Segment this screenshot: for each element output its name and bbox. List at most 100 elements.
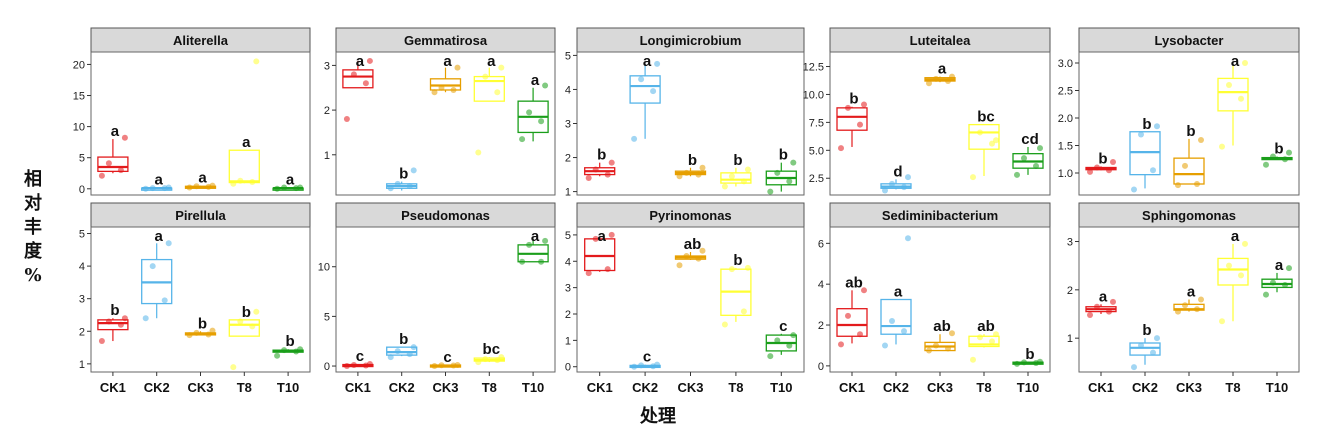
data-point	[933, 75, 939, 82]
x-tick-label: CK3	[187, 380, 213, 395]
data-point	[249, 323, 256, 330]
significance-letter: b	[110, 302, 119, 319]
data-point	[838, 145, 844, 152]
box-iqr	[880, 298, 912, 335]
y-tick-label: 5	[565, 230, 571, 242]
x-tick-label: CK2	[144, 380, 170, 395]
x-tick-label: T8	[237, 380, 252, 395]
x-tick-label: CK3	[927, 380, 953, 395]
significance-letter: b	[1186, 123, 1195, 140]
y-tick-label: 5	[324, 311, 330, 323]
significance-letter: c	[356, 348, 364, 365]
data-point	[1282, 156, 1288, 163]
data-point	[767, 188, 774, 195]
significance-letter: a	[1231, 53, 1240, 70]
data-point	[857, 331, 863, 338]
x-tick-label: CK1	[839, 380, 865, 395]
data-point	[790, 332, 797, 339]
data-point	[387, 354, 394, 361]
data-point	[1282, 282, 1288, 288]
y-tick-label: 2	[324, 105, 330, 117]
data-point	[121, 315, 128, 322]
data-point	[1110, 159, 1116, 165]
data-point	[209, 327, 216, 334]
data-point	[1131, 364, 1137, 371]
data-point	[1219, 318, 1225, 325]
data-point	[993, 137, 999, 144]
data-point	[905, 235, 911, 242]
boxplot-ck2: a	[880, 235, 912, 349]
boxplot-ck3: a	[184, 170, 217, 191]
boxplot-t10: b	[1012, 346, 1044, 367]
data-point	[676, 262, 683, 269]
box-iqr	[1173, 157, 1205, 185]
data-point	[450, 86, 457, 93]
y-tick-label: 3	[79, 294, 85, 306]
y-tick-label: 1	[565, 335, 571, 347]
data-point	[482, 73, 489, 80]
y-tick-label: 1	[324, 150, 330, 162]
data-point	[538, 258, 545, 265]
facet-title: Pseudomonas	[401, 208, 490, 223]
boxplot-ck1: b	[836, 91, 868, 152]
data-point	[608, 159, 615, 166]
data-point	[683, 253, 690, 259]
data-point	[585, 174, 592, 181]
data-point	[604, 266, 611, 273]
box-iqr	[429, 78, 462, 91]
data-point	[889, 180, 895, 187]
x-tick-label: T10	[522, 380, 544, 395]
facet-panel: Pyrinomonas 0 1 2 3 4 5 a CK1 c CK2 ab CK3 b T8 c T10	[565, 202, 805, 395]
y-tick-label: 5	[79, 229, 85, 241]
data-point	[838, 341, 844, 348]
data-point	[1150, 167, 1156, 174]
facet-strip	[90, 202, 311, 228]
data-point	[774, 169, 781, 176]
facet-panel: Pirellula 1 2 3 4 5 b CK1 a CK2 b CK3 b T8 b T10	[79, 202, 311, 395]
data-point	[1154, 123, 1160, 130]
data-point	[654, 60, 661, 67]
significance-letter: b	[597, 147, 606, 164]
y-axis-title-char: 丰	[24, 217, 42, 238]
data-point	[1219, 143, 1225, 150]
facet-title: Lysobacter	[1155, 33, 1224, 48]
data-point	[186, 332, 193, 339]
significance-letter: a	[1231, 228, 1240, 245]
y-tick-label: 3	[565, 283, 571, 295]
data-point	[249, 178, 256, 185]
box-iqr	[720, 172, 752, 184]
facet-panel: Longimicrobium 1 2 3 4 5 b a b b b	[565, 27, 805, 199]
data-point	[498, 354, 505, 361]
data-point	[394, 348, 401, 355]
data-point	[387, 185, 394, 192]
boxplot-ck3: ab	[924, 318, 956, 354]
significance-letter: ab	[684, 236, 702, 253]
significance-letter: b	[733, 152, 742, 169]
data-point	[362, 80, 369, 87]
y-tick-label: 0	[818, 361, 824, 373]
x-tick-label: T10	[770, 380, 792, 395]
data-point	[970, 356, 976, 363]
data-point	[1021, 155, 1027, 162]
y-tick-label: 1.5	[1058, 141, 1073, 153]
boxplot-ck1: a	[342, 53, 374, 123]
data-point	[475, 149, 482, 156]
data-point	[1175, 308, 1181, 315]
significance-letter: b	[733, 252, 742, 269]
y-tick-label: 5	[79, 153, 85, 165]
facet-panel: Sphingomonas 1 2 3 a CK1 b CK2 a CK3 a T8 a T10	[1067, 202, 1300, 395]
data-point	[350, 71, 357, 78]
y-tick-label: 4	[818, 279, 824, 291]
data-point	[654, 361, 661, 368]
data-point	[142, 315, 149, 322]
significance-letter: c	[779, 318, 787, 335]
significance-letter: ab	[933, 318, 951, 335]
boxplot-ck1: a	[584, 228, 616, 277]
y-tick-label: 1	[565, 187, 571, 199]
significance-letter: c	[643, 349, 651, 366]
data-point	[519, 136, 526, 143]
boxplot-t8: a	[228, 58, 260, 187]
data-point	[431, 89, 438, 96]
boxplot-t10: a	[517, 228, 549, 265]
data-point	[786, 342, 793, 349]
